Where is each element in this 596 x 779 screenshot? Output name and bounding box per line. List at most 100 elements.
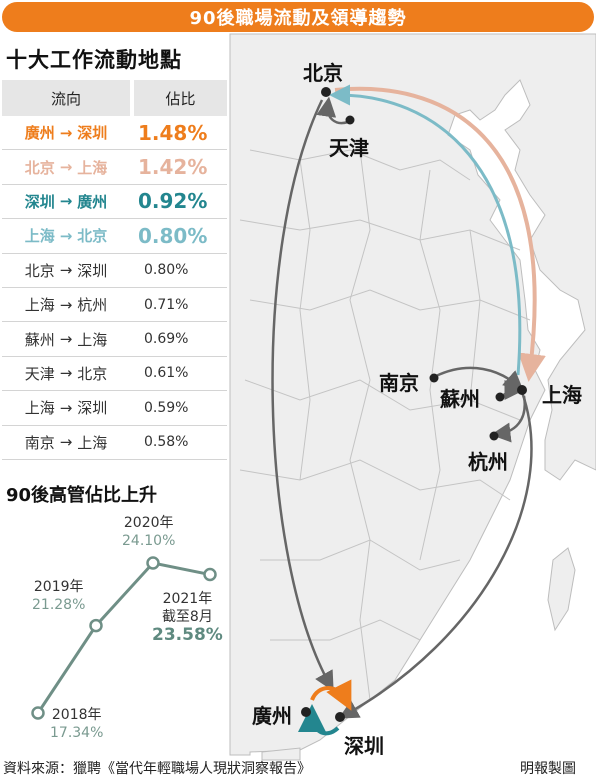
banner-title: 90後職場流動及領導趨勢: [2, 2, 594, 32]
dot-suzhou: [495, 392, 505, 402]
arrow-icon: →: [59, 158, 73, 177]
trend-point-3: [203, 567, 217, 582]
ranking-direction: 上海 → 北京: [2, 219, 130, 252]
ranking-city-from: 上海: [24, 296, 55, 315]
ranking-direction: 蘇州 → 上海: [2, 322, 130, 355]
flow-tianjin-beijing: [316, 96, 349, 125]
ranking-direction: 上海 → 杭州: [2, 288, 130, 321]
ranking-rows: 廣州 → 深圳 1.48% 北京 → 上海 1.42% 深圳 → 廣州 0.92% 上海 → 北京 0.80%…: [2, 116, 227, 460]
ranking-share: 0.92%: [138, 189, 208, 214]
ranking-city-from: 上海: [24, 399, 55, 418]
ranking-city-from: 南京: [24, 433, 55, 452]
trend-year-2020: 2020年: [123, 515, 174, 531]
arrow-icon: →: [59, 261, 73, 280]
header-direction: 流向: [2, 80, 130, 116]
arrow-icon: →: [59, 123, 73, 142]
province-borders: [239, 149, 531, 701]
flow-shanghai-shenzhen: [338, 391, 533, 719]
dot-tianjin: [345, 115, 355, 125]
ranking-share: 0.58%: [144, 434, 189, 451]
city-dots: [301, 87, 527, 722]
ranking-title: 十大工作流動地點: [6, 48, 182, 72]
ranking-city-from: 上海: [24, 227, 55, 246]
ranking-city-from: 天津: [24, 364, 55, 383]
flow-shenzhen-guangzhou: [298, 704, 340, 736]
dot-shenzhen: [335, 712, 345, 722]
ranking-row: 上海 → 深圳 0.59%: [2, 391, 227, 426]
city-label-nanjing: 南京: [379, 371, 419, 395]
ranking-city-to: 杭州: [77, 296, 108, 315]
flow-beijing-shenzhen: [271, 99, 334, 692]
ranking-city-to: 深圳: [77, 399, 108, 418]
ranking-row: 深圳 → 廣州 0.92%: [2, 185, 227, 220]
ranking-share: 0.71%: [144, 296, 189, 313]
city-label-beijing: 北京: [303, 61, 343, 85]
ranking-table: 流向 佔比 廣州 → 深圳 1.48% 北京 → 上海 1.42% 深圳 → 廣州 0.92% 上海 → 北…: [2, 80, 227, 460]
ranking-direction: 天津 → 北京: [2, 357, 130, 390]
city-label-shenzhen: 深圳: [344, 734, 384, 758]
trend-chart: [31, 556, 217, 720]
ranking-share: 0.69%: [144, 331, 189, 348]
flow-shanghai-hangzhou: [490, 395, 526, 443]
trend-point-1: [89, 618, 103, 633]
arrow-icon: →: [59, 330, 73, 349]
ranking-direction: 深圳 → 廣州: [2, 185, 130, 218]
trend-note-2021: 截至8月: [161, 609, 213, 625]
city-label-hangzhou: 杭州: [468, 450, 508, 474]
ranking-city-from: 北京: [24, 261, 55, 280]
footer-credit: 明報製圖: [520, 761, 576, 777]
ranking-city-to: 深圳: [77, 124, 108, 143]
trend-point-0: [31, 706, 45, 720]
trend-year-2018: 2018年: [51, 707, 102, 723]
arrow-icon: →: [59, 295, 73, 314]
dot-guangzhou: [301, 707, 311, 717]
arrow-icon: →: [59, 433, 73, 452]
ranking-row: 廣州 → 深圳 1.48%: [2, 116, 227, 151]
ranking-city-to: 上海: [77, 330, 108, 349]
trend-value-2018: 17.34%: [50, 725, 104, 741]
header-share: 佔比: [134, 80, 227, 116]
hainan-island: [261, 747, 301, 761]
ranking-share: 0.61%: [144, 365, 189, 382]
trend-label-2020: 2020年 24.10%: [122, 514, 175, 550]
ranking-share: 0.59%: [144, 399, 189, 416]
flow-shanghai-beijing: [329, 84, 522, 376]
ranking-direction: 南京 → 上海: [2, 426, 130, 459]
ranking-city-from: 北京: [24, 158, 55, 177]
ranking-row: 蘇州 → 上海 0.69%: [2, 322, 227, 357]
trend-label-2021: 2021年 截至8月 23.58%: [152, 590, 223, 644]
dot-nanjing: [429, 373, 439, 383]
ranking-direction: 廣州 → 深圳: [2, 116, 130, 149]
ranking-row: 北京 → 上海 1.42%: [2, 150, 227, 185]
trend-label-2019: 2019年 21.28%: [32, 578, 85, 614]
ranking-header-row: 流向 佔比: [2, 80, 227, 116]
ranking-share: 1.42%: [138, 155, 208, 180]
dot-shanghai: [517, 385, 527, 395]
city-label-guangzhou: 廣州: [252, 704, 292, 728]
ranking-row: 上海 → 杭州 0.71%: [2, 288, 227, 323]
arrow-icon: →: [59, 364, 73, 383]
ranking-row: 天津 → 北京 0.61%: [2, 357, 227, 392]
trend-label-2018: 2018年 17.34%: [50, 706, 103, 742]
ranking-row: 南京 → 上海 0.58%: [2, 426, 227, 460]
ranking-city-to: 廣州: [77, 192, 108, 211]
arrow-icon: →: [59, 192, 73, 211]
ranking-city-to: 北京: [77, 227, 108, 246]
ranking-direction: 上海 → 深圳: [2, 391, 130, 424]
ranking-row: 上海 → 北京 0.80%: [2, 219, 227, 254]
ranking-share: 0.80%: [144, 262, 189, 279]
city-label-suzhou: 蘇州: [440, 387, 480, 411]
ranking-direction: 北京 → 上海: [2, 150, 130, 183]
trend-point-2: [146, 556, 160, 570]
trend-value-2020: 24.10%: [122, 533, 176, 549]
flow-beijing-shanghai: [334, 86, 546, 382]
ranking-direction: 北京 → 深圳: [2, 254, 130, 287]
footer-source: 資料來源：獵聘《當代年輕職場人現狀洞察報告》: [3, 761, 311, 777]
trend-year-2021: 2021年: [162, 591, 213, 607]
ranking-city-to: 深圳: [77, 261, 108, 280]
dot-beijing: [321, 87, 331, 97]
ranking-city-to: 上海: [77, 433, 108, 452]
arrow-icon: →: [59, 226, 73, 245]
trend-title: 90後高管佔比上升: [6, 485, 158, 506]
trend-year-2019: 2019年: [33, 579, 84, 595]
